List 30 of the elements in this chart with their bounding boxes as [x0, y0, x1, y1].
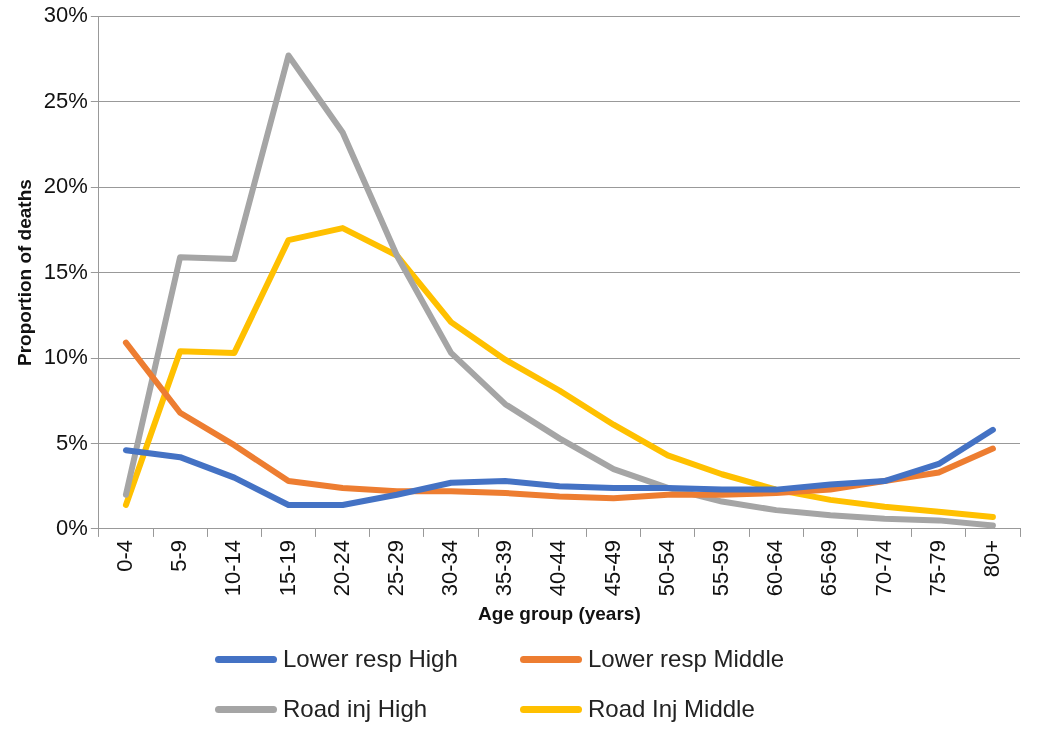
x-tick-label: 55-59 [708, 539, 734, 597]
x-tick-label: 30-34 [437, 539, 463, 597]
x-axis-title: Age group (years) [478, 602, 641, 624]
x-tick-label: 75-79 [924, 539, 950, 597]
y-tick-label: 25% [43, 87, 88, 113]
x-tick-label: 5-9 [166, 539, 192, 572]
y-tick-label: 20% [43, 173, 88, 199]
legend-label: Lower resp High [283, 645, 458, 673]
legend-label: Road inj High [283, 695, 428, 723]
x-tick-label: 20-24 [328, 539, 354, 597]
x-tick-label: 80+ [978, 539, 1004, 578]
x-tick-label: 45-49 [599, 539, 625, 597]
y-tick-label: 5% [56, 429, 88, 455]
x-tick-label: 0-4 [111, 539, 137, 572]
x-tick-label: 15-19 [274, 539, 300, 597]
x-tick-label: 60-64 [762, 539, 788, 597]
y-tick-label: 15% [43, 258, 88, 284]
y-tick-label: 10% [43, 344, 88, 370]
y-axis-title: Proportion of deaths [13, 179, 35, 366]
y-tick-label: 0% [56, 514, 88, 540]
legend-label: Lower resp Middle [588, 645, 785, 673]
x-tick-label: 65-69 [816, 539, 842, 597]
legend-label: Road Inj Middle [588, 695, 755, 723]
x-tick-label: 25-29 [382, 539, 408, 597]
x-tick-label: 70-74 [870, 539, 896, 597]
x-tick-label: 10-14 [220, 539, 246, 597]
x-tick-label: 50-54 [653, 539, 679, 597]
x-tick-label: 35-39 [491, 539, 517, 597]
x-tick-label: 40-44 [545, 539, 571, 597]
y-tick-label: 30% [43, 2, 88, 28]
